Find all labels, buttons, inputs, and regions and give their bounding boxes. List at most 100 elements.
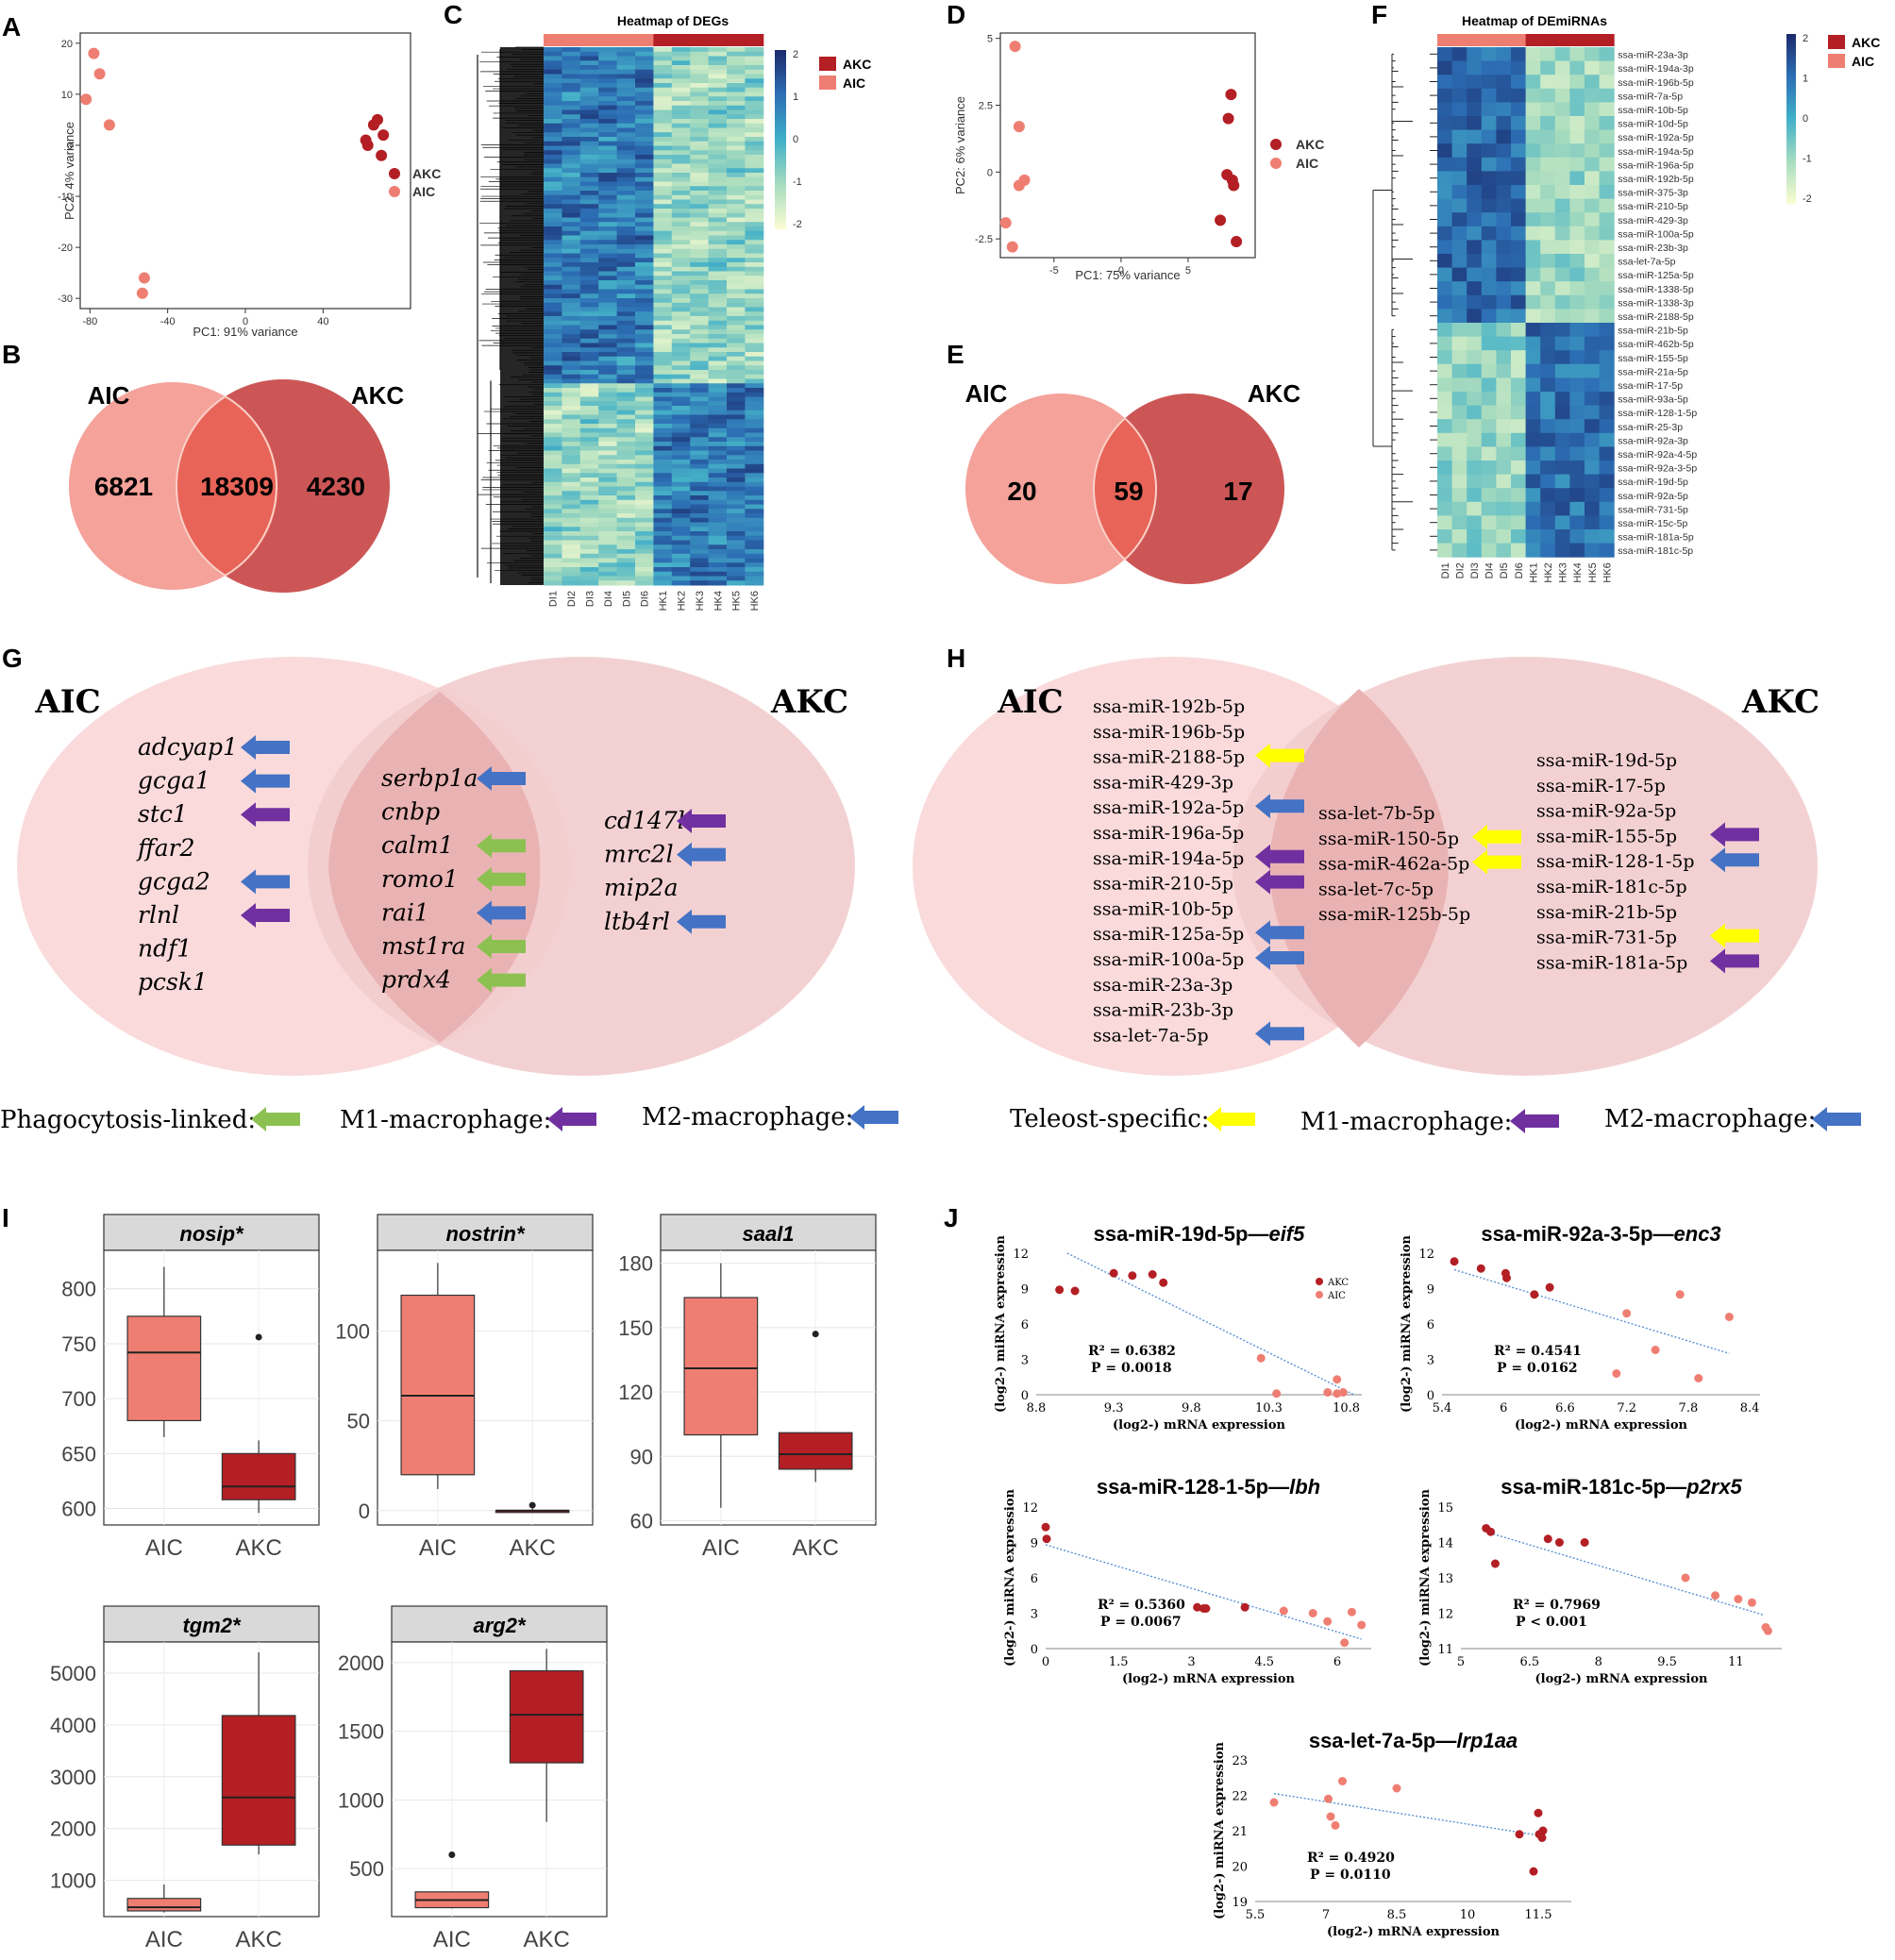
heatmap-degs-cell bbox=[690, 356, 710, 361]
heatmap-degs-cell bbox=[671, 302, 691, 308]
heatmap-degs-cell bbox=[671, 191, 691, 196]
scatter-point-aic bbox=[1324, 1794, 1333, 1803]
heatmap-degs-cell bbox=[598, 47, 618, 53]
heatmap-degs-cell bbox=[579, 580, 599, 586]
heatmap-degs-cell bbox=[653, 159, 673, 164]
scatter-xtick-label: 6.5 bbox=[1520, 1655, 1540, 1669]
heatmap-degs-cell bbox=[635, 262, 654, 268]
scatter-xtick-label: 7 bbox=[1322, 1908, 1330, 1922]
boxplot-box-aic bbox=[683, 1297, 759, 1436]
heatmap-degs-cell bbox=[708, 410, 728, 415]
heatmap-degs-cell bbox=[598, 580, 618, 586]
heatmap-degs-cell bbox=[544, 424, 562, 429]
heatmap-demirnas-cell bbox=[1554, 377, 1570, 393]
heatmap-degs-cell bbox=[544, 544, 562, 550]
heatmap-degs-cell bbox=[635, 562, 654, 568]
heatmap-degs-cell bbox=[653, 522, 673, 528]
boxplot-ytick-label: 500 bbox=[349, 1857, 384, 1881]
gene-shared-phago-arrow-icon bbox=[477, 833, 526, 859]
heatmap-degs-cell bbox=[635, 168, 654, 174]
heatmap-degs-cell bbox=[562, 258, 581, 263]
heatmap-degs-cell bbox=[653, 293, 673, 299]
gene-akc-m1-arrow-icon bbox=[677, 809, 726, 833]
heatmap-degs-cell bbox=[745, 553, 764, 559]
heatmap-degs-cell bbox=[635, 191, 654, 196]
heatmap-degs-cell bbox=[616, 127, 636, 133]
heatmap-degs-cell bbox=[708, 445, 728, 451]
scatter-point-akc bbox=[1041, 1522, 1050, 1532]
scatter-p: P = 0.0110 bbox=[1310, 1868, 1391, 1883]
heatmap-degs-cell bbox=[745, 320, 764, 326]
heatmap-degs-cell bbox=[727, 527, 746, 532]
heatmap-degs-cell bbox=[671, 173, 691, 178]
heatmap-degs-cell bbox=[671, 212, 691, 218]
gene-aic-label: gcga1 bbox=[138, 767, 210, 795]
heatmap-demirnas-cell bbox=[1540, 185, 1556, 200]
heatmap-demirnas-cell bbox=[1451, 529, 1467, 544]
heatmap-degs-cell bbox=[708, 244, 728, 250]
heatmap-degs-cell bbox=[653, 347, 673, 353]
heatmap-demirnas-cell bbox=[1511, 377, 1527, 393]
heatmap-demirnas-cell bbox=[1481, 102, 1497, 117]
heatmap-degs-cell bbox=[727, 114, 746, 120]
heatmap-demirnas-cell bbox=[1585, 543, 1601, 558]
heatmap-degs-cell bbox=[579, 427, 599, 433]
heatmap-degs-cell bbox=[635, 293, 654, 299]
heatmap-degs-cell bbox=[562, 527, 581, 532]
heatmap-degs-cell bbox=[690, 262, 710, 268]
heatmap-degs-cell bbox=[690, 401, 710, 407]
heatmap-demirnas-cell bbox=[1554, 529, 1570, 544]
heatmap-demirnas-cell bbox=[1511, 157, 1527, 172]
heatmap-demirnas-cell bbox=[1467, 515, 1483, 530]
heatmap-demirnas-cell bbox=[1437, 446, 1453, 461]
heatmap-degs-cell bbox=[635, 235, 654, 241]
heatmap-degs-cell bbox=[635, 460, 654, 465]
heatmap-degs-cell bbox=[690, 517, 710, 523]
heatmap-degs-cell bbox=[671, 181, 691, 187]
heatmap-degs-cell bbox=[598, 571, 618, 577]
heatmap-degs-cell bbox=[708, 522, 728, 528]
heatmap-degs-cell bbox=[562, 302, 581, 308]
heatmap-demirnas-cell bbox=[1467, 254, 1483, 269]
heatmap-degs-cell bbox=[579, 486, 599, 492]
heatmap-degs-cell bbox=[579, 244, 599, 250]
heatmap-degs-cell bbox=[616, 442, 636, 447]
heatmap-degs-cell bbox=[690, 114, 710, 120]
scatter-point-aic bbox=[1333, 1375, 1342, 1384]
heatmap-degs-cell bbox=[544, 378, 562, 384]
heatmap-degs-group-cell bbox=[745, 34, 764, 46]
heatmap-demirnas-cell bbox=[1496, 461, 1512, 476]
heatmap-degs-cell bbox=[690, 181, 710, 187]
pca-a-point-aic bbox=[136, 287, 148, 299]
heatmap-degs-cell bbox=[690, 96, 710, 102]
scatter-xtick-label: 4.5 bbox=[1254, 1655, 1274, 1669]
heatmap-degs-cell bbox=[598, 176, 618, 182]
heatmap-demirnas-cell bbox=[1496, 336, 1512, 351]
heatmap-degs-cell bbox=[579, 567, 599, 573]
heatmap-demirnas-row-label: ssa-miR-194a-5p bbox=[1618, 146, 1694, 158]
heatmap-degs-cell bbox=[690, 316, 710, 322]
heatmap-degs-cell bbox=[562, 244, 581, 250]
heatmap-degs-cell bbox=[579, 576, 599, 581]
heatmap-demirnas-cell bbox=[1496, 102, 1512, 117]
heatmap-degs-cell bbox=[745, 191, 764, 196]
heatmap-degs-cell bbox=[579, 96, 599, 102]
heatmap-degs-cell bbox=[635, 365, 654, 371]
heatmap-demirnas-cell bbox=[1525, 129, 1541, 144]
heatmap-degs-cell bbox=[635, 356, 654, 361]
heatmap-degs-cell bbox=[579, 176, 599, 182]
heatmap-degs-cell bbox=[690, 60, 710, 66]
heatmap-demirnas-cell bbox=[1511, 185, 1527, 200]
heatmap-degs-cell bbox=[544, 499, 562, 505]
heatmap-demirnas-cell bbox=[1481, 240, 1497, 255]
boxplot-ytick-label: 120 bbox=[618, 1381, 653, 1404]
heatmap-demirnas-cell bbox=[1481, 363, 1497, 378]
heatmap-degs-cell bbox=[671, 427, 691, 433]
heatmap-demirnas-row-label: ssa-miR-462b-5p bbox=[1618, 339, 1694, 350]
heatmap-degs-cell bbox=[653, 401, 673, 407]
scatter-point-aic bbox=[1331, 1820, 1340, 1830]
heatmap-degs-cell bbox=[616, 388, 636, 394]
heatmap-demirnas-cell bbox=[1467, 75, 1483, 90]
heatmap-degs-cell bbox=[708, 455, 728, 461]
heatmap-demirnas-row-label: ssa-let-7a-5p bbox=[1618, 257, 1675, 268]
